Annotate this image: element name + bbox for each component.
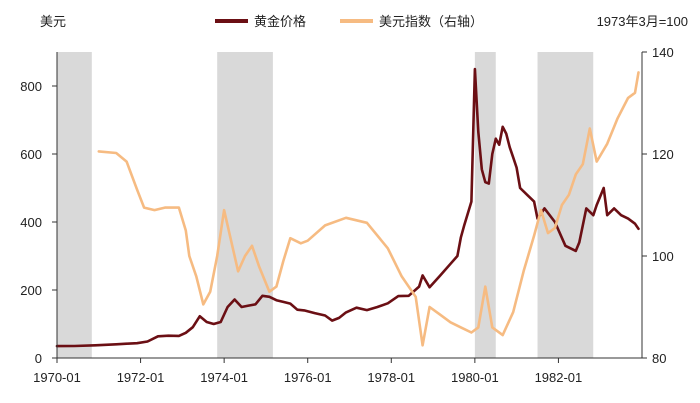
x-tick-label-1978-01: 1978-01	[367, 370, 415, 385]
x-tick-label-1980-01: 1980-01	[451, 370, 499, 385]
x-tick-label-1974-01: 1974-01	[200, 370, 248, 385]
left-axis-ticks: 0 200 400 600 800	[20, 79, 57, 366]
shaded-period-4	[537, 52, 594, 358]
dollar-index-line	[97, 71, 640, 347]
right-tick-label-80: 80	[652, 351, 666, 366]
legend: 黄金价格 美元指数（右轴）	[215, 14, 483, 29]
left-tick-label-600: 600	[20, 147, 42, 162]
x-tick-label-1976-01: 1976-01	[284, 370, 332, 385]
shaded-periods	[57, 52, 594, 358]
x-tick-label-1982-01: 1982-01	[535, 370, 583, 385]
gold-price-series	[55, 67, 640, 348]
dollar-index-series	[97, 71, 640, 347]
left-tick-label-200: 200	[20, 283, 42, 298]
right-tick-label-120: 120	[652, 147, 674, 162]
left-tick-label-400: 400	[20, 215, 42, 230]
x-tick-label-1972-01: 1972-01	[117, 370, 165, 385]
shaded-period-3	[474, 52, 496, 358]
left-axis-unit: 美元	[40, 14, 66, 29]
right-tick-label-140: 140	[652, 45, 674, 60]
legend-label-usd: 美元指数（右轴）	[379, 14, 483, 29]
right-axis-ticks: 80 100 120 140	[642, 45, 674, 366]
x-tick-label-1970-01: 1970-01	[33, 370, 81, 385]
gold-price-line	[55, 67, 640, 348]
right-tick-label-100: 100	[652, 249, 674, 264]
shaded-period-1	[57, 52, 92, 358]
right-axis-note: 1973年3月=100	[597, 14, 688, 29]
left-tick-label-800: 800	[20, 79, 42, 94]
left-tick-label-0: 0	[35, 351, 42, 366]
legend-label-gold: 黄金价格	[254, 14, 306, 29]
x-axis-ticks: 1970-01 1972-01 1974-01 1976-01 1978-01 1980-…	[33, 358, 582, 385]
